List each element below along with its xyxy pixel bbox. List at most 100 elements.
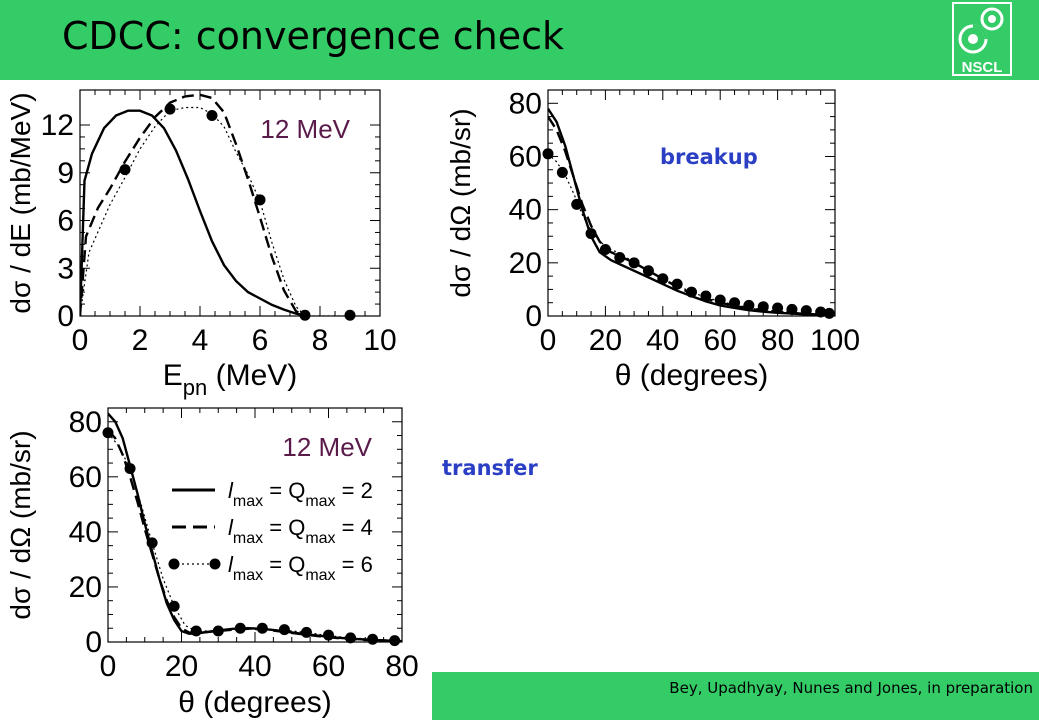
breakup-data-point bbox=[823, 307, 835, 319]
energy-data-point bbox=[119, 164, 131, 176]
transfer-data-point bbox=[102, 427, 114, 439]
energy-xtick-label: 0 bbox=[72, 324, 89, 357]
transfer-data-point bbox=[345, 632, 357, 644]
breakup-data-point bbox=[743, 299, 755, 311]
breakup-data-point bbox=[714, 294, 726, 306]
transfer-x-axis-label: θ (degrees) bbox=[178, 686, 331, 719]
transfer-data-point bbox=[367, 633, 379, 645]
logo-text: NSCL bbox=[962, 59, 1003, 76]
energy-x-axis-label: Epn (MeV) bbox=[163, 359, 298, 400]
energy-data-point bbox=[344, 309, 356, 321]
breakup-xtick-label: 40 bbox=[646, 324, 679, 357]
breakup-data-point bbox=[772, 302, 784, 314]
transfer-series-dashed bbox=[108, 429, 402, 642]
transfer-xtick-label: 40 bbox=[238, 650, 271, 683]
energy-ytick-label: 6 bbox=[57, 205, 74, 238]
breakup-data-point bbox=[700, 290, 712, 302]
legend-entry: lmax = Qmax = 6 bbox=[228, 552, 373, 584]
credit-text: Bey, Upadhyay, Nunes and Jones, in prepa… bbox=[669, 679, 1033, 697]
breakup-data-point bbox=[729, 297, 741, 309]
breakup-ytick-label: 20 bbox=[509, 247, 542, 280]
legend-entry: lmax = Qmax = 4 bbox=[228, 515, 373, 547]
energy-xtick-label: 6 bbox=[252, 324, 269, 357]
breakup-data-point bbox=[657, 273, 669, 285]
legend-entry: lmax = Qmax = 2 bbox=[228, 478, 373, 510]
transfer-xtick-label: 0 bbox=[100, 650, 117, 683]
transfer-data-point bbox=[146, 537, 158, 549]
breakup-data-point bbox=[614, 252, 626, 264]
transfer-data-point bbox=[212, 625, 224, 637]
energy-ytick-label: 9 bbox=[57, 157, 74, 190]
energy-ytick-label: 0 bbox=[57, 300, 74, 333]
breakup-data-point bbox=[556, 166, 568, 178]
breakup-ytick-label: 60 bbox=[509, 140, 542, 173]
breakup-ytick-label: 40 bbox=[509, 194, 542, 227]
breakup-y-axis-label: dσ / dΩ (mb/sr) bbox=[445, 108, 476, 297]
transfer-ytick-label: 0 bbox=[85, 626, 102, 659]
transfer-data-point bbox=[300, 626, 312, 638]
title-bar bbox=[0, 0, 1039, 80]
breakup-xtick-label: 80 bbox=[761, 324, 794, 357]
transfer-ytick-label: 60 bbox=[69, 461, 102, 494]
transfer-label: transfer bbox=[442, 456, 538, 480]
legend-marker bbox=[168, 558, 180, 570]
slide-title: CDCC: convergence check bbox=[62, 14, 564, 58]
breakup-data-point bbox=[671, 278, 683, 290]
transfer-ytick-label: 80 bbox=[69, 406, 102, 439]
footer-bar: Bey, Upadhyay, Nunes and Jones, in prepa… bbox=[432, 672, 1039, 720]
breakup-data-point bbox=[628, 257, 640, 269]
transfer-y-axis-label: dσ / dΩ (mb/sr) bbox=[5, 430, 36, 619]
breakup-data-point bbox=[571, 198, 583, 210]
transfer-annotation: 12 MeV bbox=[282, 432, 372, 462]
energy-xtick-label: 10 bbox=[363, 324, 396, 357]
breakup-data-point bbox=[757, 301, 769, 313]
breakup-data-point bbox=[642, 265, 654, 277]
transfer-data-point bbox=[256, 622, 268, 634]
energy-ytick-label: 3 bbox=[57, 252, 74, 285]
transfer-ytick-label: 40 bbox=[69, 516, 102, 549]
energy-data-point bbox=[299, 309, 311, 321]
nscl-logo: NSCL bbox=[952, 2, 1012, 76]
transfer-data-point bbox=[234, 622, 246, 634]
transfer-data-point bbox=[190, 625, 202, 637]
breakup-xtick-label: 0 bbox=[540, 324, 557, 357]
energy-xtick-label: 4 bbox=[192, 324, 209, 357]
breakup-xtick-label: 60 bbox=[704, 324, 737, 357]
energy-annotation: 12 MeV bbox=[260, 114, 350, 144]
breakup-data-point bbox=[542, 148, 554, 160]
breakup-data-point bbox=[585, 228, 597, 240]
energy-series-dashed bbox=[80, 93, 306, 316]
breakup-xtick-label: 100 bbox=[810, 324, 860, 357]
transfer-data-point bbox=[124, 463, 136, 475]
breakup-data-point bbox=[800, 305, 812, 317]
breakup-x-axis-label: θ (degrees) bbox=[615, 359, 768, 392]
breakup-data-point bbox=[599, 244, 611, 256]
energy-data-point bbox=[254, 194, 266, 206]
legend-marker bbox=[209, 558, 221, 570]
transfer-xtick-label: 20 bbox=[165, 650, 198, 683]
transfer-xtick-label: 60 bbox=[312, 650, 345, 683]
energy-data-point bbox=[164, 103, 176, 115]
energy-series-solid bbox=[80, 109, 309, 316]
energy-xtick-label: 8 bbox=[312, 324, 329, 357]
energy-y-axis-label: dσ / dE (mb/MeV) bbox=[5, 92, 36, 313]
transfer-ytick-label: 20 bbox=[69, 571, 102, 604]
energy-ytick-label: 12 bbox=[41, 109, 74, 142]
breakup-ytick-label: 80 bbox=[509, 87, 542, 120]
breakup-label: breakup bbox=[660, 145, 758, 169]
breakup-ytick-label: 0 bbox=[525, 300, 542, 333]
transfer-data-point bbox=[278, 624, 290, 636]
transfer-xtick-label: 80 bbox=[385, 650, 418, 683]
breakup-data-point bbox=[686, 286, 697, 298]
transfer-data-point bbox=[323, 629, 334, 641]
breakup-data-point bbox=[815, 306, 827, 318]
transfer-data-point bbox=[168, 600, 180, 612]
breakup-data-point bbox=[786, 303, 798, 315]
transfer-data-point bbox=[389, 635, 401, 647]
energy-xtick-label: 2 bbox=[132, 324, 149, 357]
energy-data-point bbox=[206, 109, 218, 121]
breakup-xtick-label: 20 bbox=[589, 324, 622, 357]
